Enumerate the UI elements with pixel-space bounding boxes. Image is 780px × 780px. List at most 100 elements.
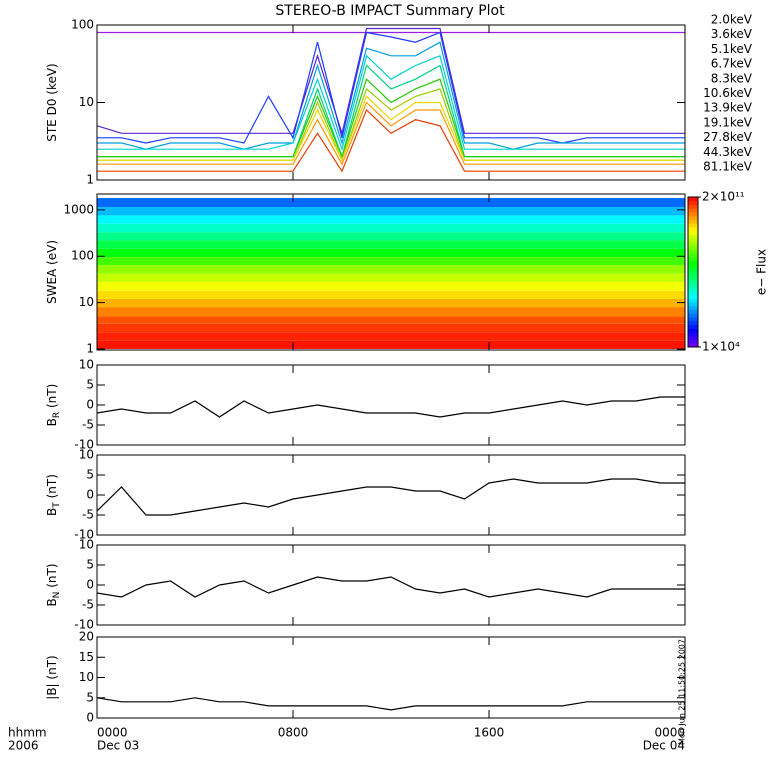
y-tick-label: 100: [71, 18, 94, 32]
series-line: [96, 27, 685, 136]
heatmap-cell: [97, 232, 685, 241]
year-label: 2006: [8, 739, 39, 753]
colorbar-step: [688, 219, 698, 224]
colorbar-step: [688, 335, 698, 340]
colorbar-step: [688, 249, 698, 254]
y-tick-label: 100: [71, 249, 94, 263]
heatmap-cell: [97, 207, 685, 216]
date-label: Dec 04: [643, 739, 685, 753]
colorbar-step: [688, 253, 698, 258]
y-axis-label: SWEA (eV): [45, 240, 59, 304]
colorbar-step: [688, 264, 698, 269]
colorbar-step: [688, 238, 698, 243]
y-tick-label: 15: [79, 650, 94, 664]
y-axis-label: STE D0 (keV): [45, 63, 59, 142]
heatmap-cell: [97, 281, 685, 291]
series-line: [97, 54, 685, 152]
heatmap-cell: [97, 290, 685, 299]
y-axis-label-sub: N: [52, 592, 62, 599]
heatmap-cell: [97, 223, 685, 233]
series-line: [97, 78, 685, 159]
y-tick-label: -5: [82, 418, 94, 432]
y-axis-label-text: B: [45, 508, 59, 516]
y-axis-label: BR (nT): [45, 384, 62, 427]
legend-entry: 13.9keV: [703, 101, 753, 115]
y-axis-label-unit: (nT): [45, 563, 59, 591]
y-axis-label-text: B: [45, 418, 59, 426]
legend-entry: 6.7keV: [711, 57, 753, 71]
y-tick-label: 0: [86, 711, 94, 725]
y-tick-label: 10: [79, 295, 94, 309]
colorbar-step: [688, 230, 698, 235]
y-tick-label: -10: [74, 438, 94, 452]
y-tick-label: 5: [86, 468, 94, 482]
series-line: [97, 41, 685, 150]
heatmap-cell: [97, 265, 685, 274]
y-tick-label: 5: [86, 690, 94, 704]
heatmap-cell: [97, 240, 685, 249]
colorbar-step: [688, 242, 698, 247]
series-line: [97, 101, 685, 166]
time-format: hhmm: [8, 726, 47, 740]
y-axis-label-text: |B| (nT): [45, 655, 59, 699]
colorbar-step: [688, 283, 698, 288]
heatmap-cell: [97, 248, 685, 258]
y-tick-label: 5: [86, 558, 94, 572]
legend-entry: 44.3keV: [703, 145, 753, 159]
heatmap-cell: [97, 323, 685, 333]
legend-entry: 27.8keV: [703, 130, 753, 144]
plot-frame: [96, 364, 686, 446]
colorbar-step: [688, 324, 698, 329]
y-tick-label: 1: [86, 173, 94, 187]
y-axis-label-text: SWEA (eV): [45, 240, 59, 304]
y-tick-label: -5: [82, 508, 94, 522]
colorbar-step: [688, 343, 698, 348]
y-axis-label-sub: R: [52, 412, 62, 418]
heatmap-cell: [97, 257, 685, 266]
y-tick-label: 10: [79, 448, 94, 462]
plot-frame: [96, 193, 686, 351]
legend-entry: 81.1keV: [703, 160, 753, 174]
legend-entry: 10.6keV: [703, 86, 753, 100]
heatmap-cell: [97, 198, 685, 208]
x-tick-label: 0000: [97, 726, 128, 740]
timestamp: Mon Jun 25 11:50:25 2007: [678, 639, 687, 745]
colorbar-step: [688, 339, 698, 344]
y-axis-label-sub: T: [52, 502, 62, 509]
colorbar-step: [688, 260, 698, 265]
series-line: [97, 31, 685, 144]
colorbar-step: [688, 200, 698, 205]
colorbar-step: [688, 309, 698, 314]
series-line: [96, 697, 685, 711]
y-axis-label: |B| (nT): [45, 655, 59, 699]
colorbar-step: [688, 275, 698, 280]
colorbar-step: [688, 208, 698, 213]
colorbar-step: [688, 305, 698, 310]
date-label: Dec 03: [97, 739, 139, 753]
colorbar-step: [688, 204, 698, 209]
y-tick-label: 10: [79, 538, 94, 552]
series-line: [96, 576, 685, 598]
y-tick-label: -5: [82, 598, 94, 612]
x-tick-label: 0000: [654, 726, 685, 740]
colorbar-step: [688, 298, 698, 303]
colorbar-step: [688, 257, 698, 262]
y-tick-label: 1: [86, 341, 94, 355]
y-tick-label: -10: [74, 618, 94, 632]
colorbar-step: [688, 223, 698, 228]
legend-entry: 2.0keV: [711, 13, 753, 27]
y-tick-label: 1000: [63, 202, 94, 216]
series-line: [97, 108, 685, 173]
y-tick-label: 0: [86, 578, 94, 592]
heatmap-cell: [97, 215, 685, 224]
colorbar-label: e− Flux: [755, 249, 769, 295]
heatmap-cell: [97, 307, 685, 317]
colorbar-step: [688, 245, 698, 250]
y-tick-label: 5: [86, 378, 94, 392]
colorbar-step: [688, 294, 698, 299]
colorbar-step: [688, 227, 698, 232]
colorbar-tick-label: 1×10⁴: [702, 340, 740, 354]
colorbar-step: [688, 290, 698, 295]
colorbar-tick-label: 2×10¹¹: [702, 190, 745, 204]
